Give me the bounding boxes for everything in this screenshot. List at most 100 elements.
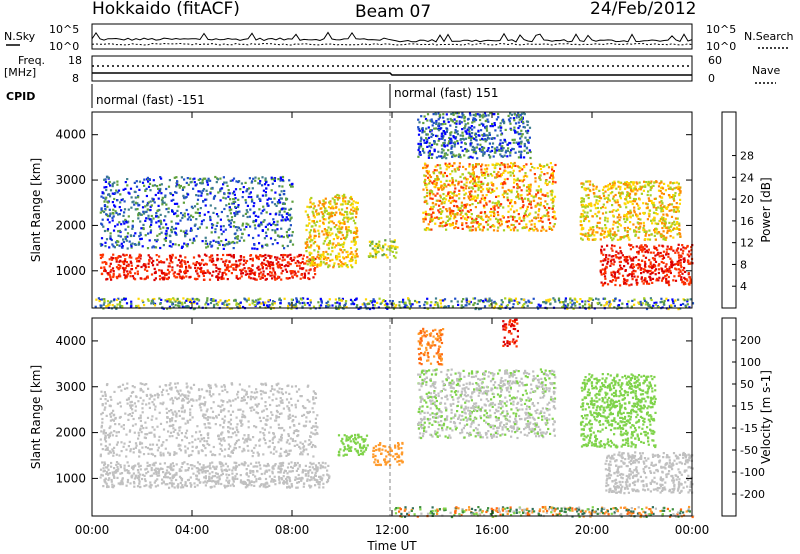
echo-cell bbox=[450, 209, 453, 212]
echo-cell bbox=[458, 122, 461, 125]
echo-cell bbox=[451, 170, 454, 173]
echo-cell bbox=[680, 266, 683, 269]
echo-cell bbox=[309, 262, 312, 265]
echo-cell bbox=[116, 240, 119, 243]
echo-cell bbox=[637, 252, 640, 255]
echo-cell bbox=[427, 136, 431, 139]
echo-cell bbox=[630, 181, 633, 184]
echo-cell bbox=[226, 253, 229, 257]
echo-cell bbox=[468, 134, 471, 137]
echo-cell bbox=[597, 298, 600, 301]
echo-cell bbox=[424, 117, 428, 121]
echo-cell bbox=[133, 203, 136, 206]
echo-cell bbox=[660, 192, 663, 195]
echo-cell bbox=[319, 207, 322, 210]
echo-cell bbox=[642, 271, 645, 274]
echo-cell bbox=[120, 198, 123, 202]
echo-cell bbox=[493, 122, 496, 125]
echo-cell bbox=[110, 258, 114, 261]
echo-cell bbox=[529, 200, 532, 203]
echo-cell bbox=[510, 166, 513, 169]
echo-cell bbox=[680, 276, 683, 279]
echo-cell bbox=[418, 151, 422, 154]
echo-cell bbox=[122, 267, 125, 270]
echo-cell bbox=[461, 114, 464, 117]
echo-cell bbox=[665, 278, 668, 281]
echo-cell bbox=[666, 231, 669, 234]
echo-cell bbox=[104, 241, 107, 244]
echo-cell bbox=[324, 201, 327, 204]
echo-cell bbox=[204, 242, 207, 245]
echo-cell bbox=[471, 203, 474, 206]
power-echo-cells bbox=[94, 112, 695, 311]
echo-cell bbox=[160, 222, 163, 226]
echo-cell bbox=[466, 203, 469, 206]
echo-cell bbox=[671, 182, 675, 185]
echo-cell bbox=[527, 197, 530, 201]
echo-cell bbox=[247, 234, 250, 237]
echo-cell bbox=[242, 256, 246, 259]
echo-cell bbox=[241, 222, 245, 225]
echo-cell bbox=[342, 200, 345, 203]
echo-cell bbox=[286, 218, 289, 221]
echo-cell bbox=[395, 251, 398, 254]
echo-cell bbox=[338, 225, 341, 228]
echo-cell bbox=[528, 213, 531, 216]
echo-cell bbox=[464, 123, 467, 126]
echo-cell bbox=[521, 168, 524, 171]
echo-cell bbox=[656, 222, 659, 226]
nsearch-label: N.Search bbox=[744, 30, 794, 43]
echo-cell bbox=[543, 173, 546, 176]
echo-cell bbox=[131, 225, 134, 228]
echo-cell bbox=[341, 222, 345, 225]
echo-cell bbox=[204, 198, 207, 201]
echo-cell bbox=[654, 269, 657, 272]
echo-cell bbox=[517, 186, 520, 189]
echo-cell bbox=[500, 133, 503, 136]
echo-cell bbox=[493, 151, 496, 154]
echo-cell bbox=[147, 262, 150, 265]
echo-cell bbox=[589, 209, 592, 212]
echo-cell bbox=[598, 221, 601, 224]
echo-cell bbox=[251, 247, 254, 250]
echo-cell bbox=[309, 198, 312, 201]
echo-cell bbox=[137, 304, 140, 307]
echo-cell bbox=[120, 223, 123, 226]
echo-cell bbox=[423, 180, 426, 183]
echo-cell bbox=[160, 272, 164, 275]
echo-cell bbox=[661, 201, 664, 204]
echo-cell bbox=[452, 210, 455, 213]
echo-cell bbox=[269, 267, 272, 270]
echo-cell bbox=[280, 272, 283, 275]
echo-cell bbox=[648, 209, 651, 212]
echo-cell bbox=[139, 257, 142, 260]
echo-cell bbox=[125, 264, 128, 267]
echo-cell bbox=[114, 225, 117, 228]
echo-cell bbox=[216, 258, 219, 261]
echo-cell bbox=[472, 174, 475, 177]
echo-cell bbox=[190, 214, 193, 217]
echo-cell bbox=[117, 234, 120, 237]
echo-cell bbox=[129, 234, 132, 237]
echo-cell bbox=[282, 235, 285, 239]
echo-cell bbox=[491, 142, 495, 145]
echo-cell bbox=[601, 188, 605, 191]
echo-cell bbox=[117, 267, 120, 270]
echo-cell bbox=[254, 179, 257, 182]
echo-cell bbox=[501, 149, 504, 152]
echo-cell bbox=[356, 255, 359, 258]
echo-cell bbox=[479, 307, 482, 310]
echo-cell bbox=[610, 258, 613, 261]
echo-cell bbox=[208, 278, 212, 281]
echo-cell bbox=[653, 246, 656, 249]
echo-cell bbox=[209, 179, 212, 182]
echo-cell bbox=[231, 202, 234, 205]
echo-cell bbox=[267, 261, 270, 264]
echo-cell bbox=[606, 197, 610, 200]
echo-cell bbox=[303, 262, 306, 265]
echo-cell bbox=[259, 271, 262, 274]
echo-cell bbox=[138, 188, 141, 191]
echo-cell bbox=[122, 238, 125, 241]
echo-cell bbox=[428, 178, 431, 182]
echo-cell bbox=[153, 201, 156, 204]
